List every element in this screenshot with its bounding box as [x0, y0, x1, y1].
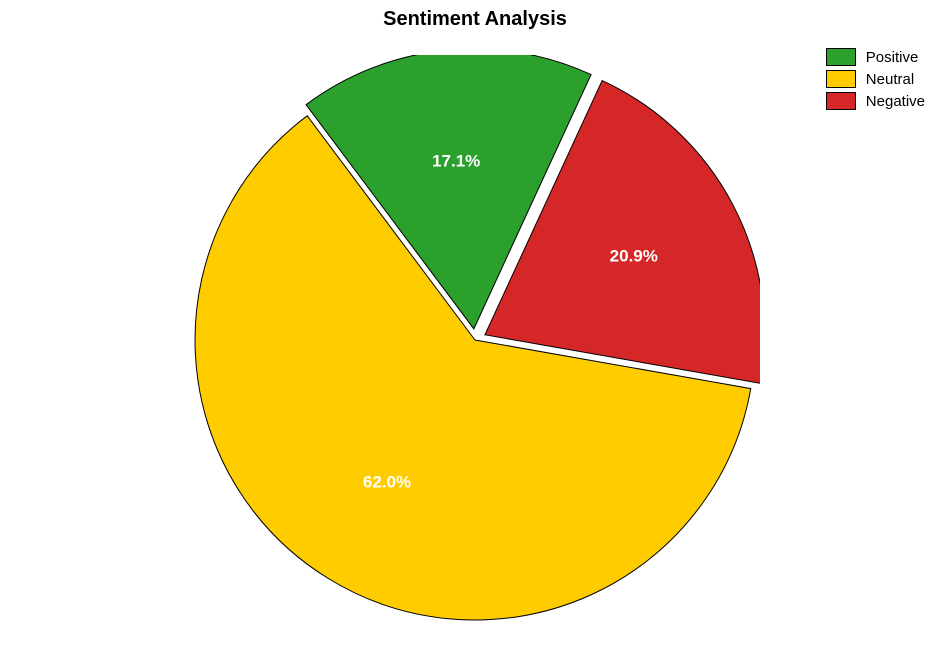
legend-swatch-neutral [826, 70, 856, 88]
legend-swatch-positive [826, 48, 856, 66]
pie-chart: 17.1% 62.0% 20.9% [190, 55, 760, 625]
slice-label-neutral: 62.0% [363, 473, 411, 492]
legend: Positive Neutral Negative [826, 48, 925, 114]
legend-label-positive: Positive [866, 49, 919, 66]
pie-svg: 17.1% 62.0% 20.9% [190, 55, 760, 625]
slice-label-positive: 17.1% [432, 151, 480, 170]
chart-title: Sentiment Analysis [383, 8, 567, 31]
sentiment-chart: Sentiment Analysis 17.1% 62.0% 20.9% Posit… [0, 0, 950, 662]
legend-swatch-negative [826, 92, 856, 110]
legend-label-neutral: Neutral [866, 71, 914, 88]
legend-item-positive: Positive [826, 48, 925, 66]
slice-label-negative: 20.9% [610, 246, 658, 265]
legend-item-neutral: Neutral [826, 70, 925, 88]
legend-label-negative: Negative [866, 93, 925, 110]
legend-item-negative: Negative [826, 92, 925, 110]
